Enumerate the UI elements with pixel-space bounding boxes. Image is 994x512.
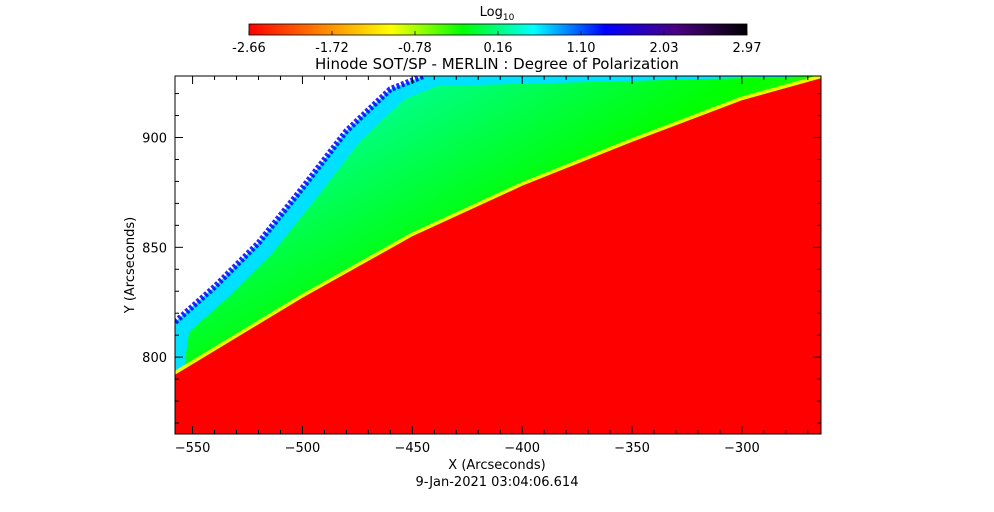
colorbar-tick-label: -0.78 — [398, 41, 432, 56]
plot-frame — [174, 75, 822, 435]
x-tick-label: −400 — [504, 441, 540, 456]
colorbar-tick-label: 0.16 — [484, 41, 513, 56]
colorbar-ticks: -2.66 -1.72 -0.78 0.16 1.10 2.03 2.97 — [232, 31, 761, 56]
x-tick-label: −500 — [285, 441, 321, 456]
timestamp: 9-Jan-2021 03:04:06.614 — [416, 475, 579, 490]
colorbar-tick-label: -1.72 — [315, 41, 349, 56]
y-axis: 800 850 900 — [142, 93, 821, 424]
off-disk-noise-edge — [175, 76, 425, 325]
colorbar-tick-label: 2.97 — [733, 41, 762, 56]
chart-title: Hinode SOT/SP - MERLIN : Degree of Polar… — [315, 55, 679, 73]
y-tick-label: 850 — [142, 241, 167, 256]
colorbar-label: Log10 — [480, 5, 515, 23]
x-axis-label: X (Arcseconds) — [448, 458, 545, 473]
y-tick-label: 800 — [142, 351, 167, 366]
colorbar-tick-label: -2.66 — [232, 41, 266, 56]
x-tick-label: −300 — [724, 441, 760, 456]
x-axis: −550 −500 −450 −400 −350 −300 — [175, 76, 809, 456]
y-tick-label: 900 — [142, 131, 167, 146]
solar-disk-region — [175, 78, 821, 434]
colorbar-tick-label: 2.03 — [650, 41, 679, 56]
colorbar-tick-label: 1.10 — [567, 41, 596, 56]
x-tick-label: −450 — [394, 441, 430, 456]
y-axis-label: Y (Arcseconds) — [123, 217, 138, 314]
x-tick-label: −550 — [175, 441, 211, 456]
x-tick-label: −350 — [614, 441, 650, 456]
